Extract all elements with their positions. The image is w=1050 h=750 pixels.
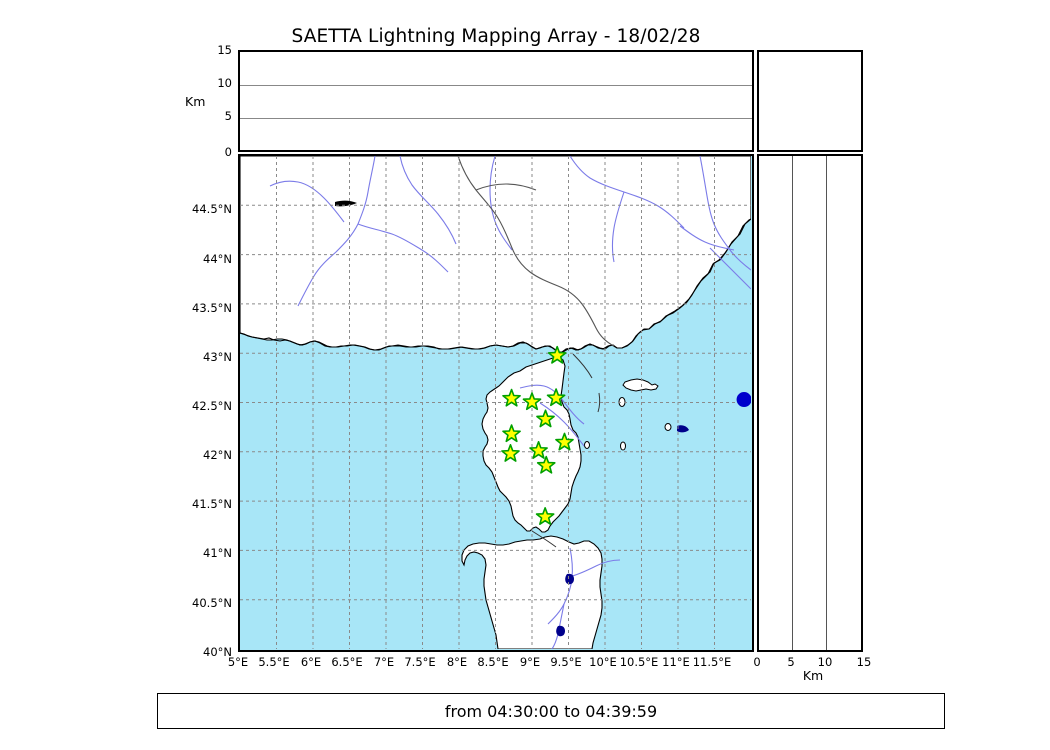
map-ytick-43: 43°N bbox=[203, 350, 232, 364]
river-tavignano bbox=[539, 402, 585, 447]
right-xtick-0: 0 bbox=[753, 655, 761, 669]
map-ytick-44: 44°N bbox=[203, 252, 232, 266]
river-durance bbox=[357, 223, 449, 273]
right-xtick-5: 5 bbox=[787, 655, 795, 669]
map-xtick-10.5: 10.5°E bbox=[619, 655, 659, 669]
feature-line-south bbox=[531, 530, 557, 548]
lma-station-marker bbox=[547, 345, 567, 364]
map-xtick-11.5: 11.5°E bbox=[692, 655, 732, 669]
river-sardinia-2 bbox=[571, 559, 621, 577]
river-var bbox=[489, 156, 513, 251]
map-xtick-6: 6°E bbox=[300, 655, 322, 669]
station-markers-layer bbox=[501, 345, 751, 525]
rivers-layer bbox=[269, 156, 751, 649]
top-ytick-15: 15 bbox=[217, 43, 232, 57]
river-loire bbox=[269, 180, 345, 223]
border-fr-it bbox=[457, 156, 615, 347]
map-ytick-41: 41°N bbox=[203, 546, 232, 560]
bay-marker-3 bbox=[556, 625, 565, 637]
lma-station-marker bbox=[502, 424, 521, 443]
right-panel-xlabel: Km bbox=[802, 668, 824, 683]
lma-station-marker bbox=[502, 388, 521, 407]
map-xtick-8.5: 8.5°E bbox=[477, 655, 509, 669]
lma-station-marker bbox=[536, 455, 556, 474]
borders-layer bbox=[457, 156, 615, 347]
right-altitude-panel bbox=[757, 154, 863, 652]
map-xtick-11: 11°E bbox=[662, 655, 690, 669]
map-xtick-9.5: 9.5°E bbox=[550, 655, 582, 669]
map-ytick-41.5: 41.5°N bbox=[192, 497, 232, 511]
map-ytick-42.5: 42.5°N bbox=[192, 399, 232, 413]
bay-marker-4 bbox=[677, 425, 689, 433]
right-panel-gridline-5 bbox=[792, 156, 793, 650]
river-tanaro bbox=[611, 191, 625, 263]
right-xtick-10: 10 bbox=[817, 655, 833, 669]
map-xtick-5.5: 5.5°E bbox=[258, 655, 290, 669]
map-ytick-44.5: 44.5°N bbox=[192, 202, 232, 216]
islet-giglio bbox=[664, 423, 672, 431]
map-gridlines bbox=[240, 156, 751, 649]
map-xtick-7.5: 7.5°E bbox=[404, 655, 436, 669]
map-xtick-9: 9°E bbox=[519, 655, 541, 669]
lma-station-marker bbox=[536, 409, 555, 428]
feature-line-east bbox=[597, 392, 601, 413]
map-xtick-5: 5°E bbox=[227, 655, 249, 669]
map-xtick-6.5: 6.5°E bbox=[331, 655, 363, 669]
map-ytick-40: 40°N bbox=[203, 645, 232, 659]
top-ytick-0: 0 bbox=[224, 145, 232, 159]
map-canvas bbox=[240, 156, 751, 649]
time-range-label: from 04:30:00 to 04:39:59 bbox=[444, 701, 658, 721]
top-panel-gridline-5 bbox=[240, 118, 752, 119]
map-panel[interactable] bbox=[238, 154, 754, 652]
islet-pianosa bbox=[584, 441, 590, 449]
map-xtick-7: 7°E bbox=[373, 655, 395, 669]
map-ytick-43.5: 43.5°N bbox=[192, 301, 232, 315]
lma-station-marker bbox=[546, 388, 566, 407]
feature-line-north bbox=[572, 353, 593, 379]
top-right-corner-panel bbox=[757, 50, 863, 152]
bay-marker-2 bbox=[565, 573, 574, 585]
sardinia-land bbox=[461, 535, 603, 649]
page-title: SAETTA Lightning Mapping Array - 18/02/2… bbox=[291, 26, 701, 47]
top-panel-gridline-10 bbox=[240, 85, 752, 86]
time-range-box: from 04:30:00 to 04:39:59 bbox=[157, 693, 945, 729]
islet-montecristo bbox=[620, 441, 626, 451]
map-xtick-10: 10°E bbox=[589, 655, 617, 669]
lightning-source-marker bbox=[736, 392, 751, 408]
river-saone bbox=[399, 156, 457, 245]
top-ytick-10: 10 bbox=[217, 76, 232, 90]
top-altitude-panel bbox=[238, 50, 754, 152]
bay-marker-1 bbox=[335, 200, 357, 207]
border-fr-ch bbox=[475, 183, 537, 191]
top-panel-ylabel: Km bbox=[185, 94, 206, 109]
river-arno-2 bbox=[679, 225, 735, 251]
top-ytick-5: 5 bbox=[224, 109, 232, 123]
map-xtick-8: 8°E bbox=[446, 655, 468, 669]
lma-station-marker bbox=[501, 443, 520, 462]
river-sardinia-1 bbox=[547, 547, 573, 625]
map-ytick-42: 42°N bbox=[203, 448, 232, 462]
right-xtick-15: 15 bbox=[856, 655, 872, 669]
right-panel-gridline-10 bbox=[826, 156, 827, 650]
map-ytick-40.5: 40.5°N bbox=[192, 596, 232, 610]
lma-station-marker bbox=[522, 392, 542, 411]
lma-station-marker bbox=[555, 432, 574, 451]
lma-station-marker bbox=[529, 441, 548, 459]
lma-station-marker bbox=[535, 507, 555, 525]
